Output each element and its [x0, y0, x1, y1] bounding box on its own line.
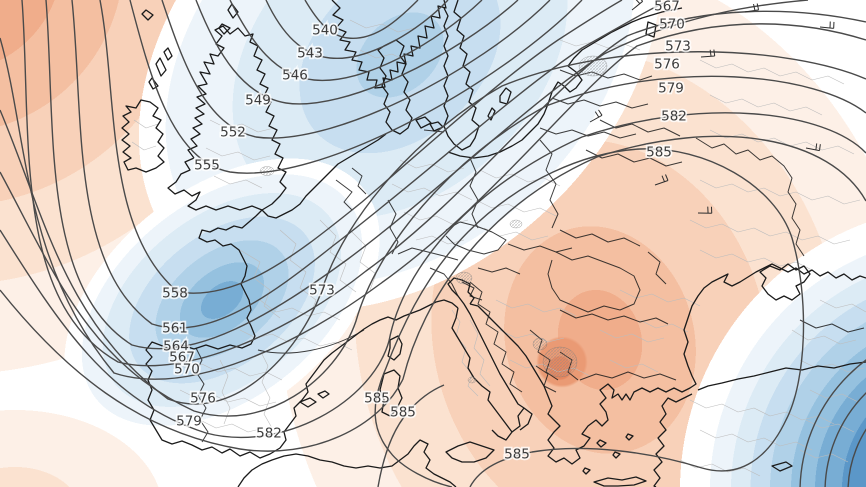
- coastline-great-britain: [167, 25, 287, 211]
- contour-label: 579: [658, 81, 684, 97]
- coastline-small-north-islands: [141, 3, 239, 90]
- coastline-italy: [447, 277, 533, 441]
- contour-label: 573: [309, 283, 335, 299]
- country-borders: [195, 69, 865, 443]
- coastline-sicily: [445, 441, 495, 463]
- contour-564: [45, 0, 809, 350]
- contour-label: 585: [390, 405, 416, 421]
- contour-label: 567: [654, 0, 680, 15]
- contour-label: 585: [364, 391, 390, 407]
- contour-label: 543: [297, 46, 323, 62]
- contour-labels: 5405435465495525555585615645675705735765…: [160, 0, 692, 464]
- contour-543: [265, 0, 449, 59]
- contour-540: [304, 0, 419, 39]
- coastline-sardinia: [379, 369, 403, 417]
- coastline-turkey: [653, 361, 866, 487]
- contour-585-ridge-east: [469, 148, 805, 487]
- contour-label: 582: [661, 109, 687, 125]
- contour-579: [0, 112, 866, 438]
- coastline-cyprus: [771, 461, 793, 472]
- contour-label: 570: [174, 362, 200, 378]
- urban-hatch-silesia: [509, 219, 523, 229]
- contour-label: 567: [169, 350, 195, 366]
- contour-label: 585: [504, 447, 530, 463]
- contour-label: 555: [194, 158, 220, 174]
- contour-label: 582: [256, 426, 282, 442]
- contour-570: [0, 23, 866, 380]
- contour-555: [129, 0, 583, 174]
- contour-567: [21, 0, 866, 367]
- contour-label: 546: [282, 68, 308, 84]
- urban-area-hatches: [259, 55, 608, 384]
- contour-label: 576: [654, 57, 680, 73]
- urban-hatch-naples: [467, 376, 477, 384]
- contour-label: 570: [659, 17, 685, 33]
- urban-hatch-skopje: [542, 346, 578, 378]
- coastline-crimea: [759, 263, 811, 301]
- contour-label: 579: [176, 414, 202, 430]
- coastline-crete-aegean: [582, 433, 647, 487]
- contour-label: 552: [220, 125, 246, 141]
- coastline-norway: [331, 0, 447, 89]
- coastline-balearics: [299, 390, 330, 408]
- coastline-continent-west: [145, 133, 459, 459]
- urban-hatch-riga: [578, 55, 608, 77]
- contour-label: 558: [162, 286, 188, 302]
- contour-label: 564: [163, 339, 189, 355]
- contour-label: 549: [245, 93, 271, 109]
- contour-label: 576: [190, 391, 216, 407]
- coastline-ireland: [121, 99, 165, 173]
- contour-576: [0, 75, 866, 417]
- coastline-sweden: [443, 0, 480, 151]
- contour-552: [161, 0, 551, 139]
- contour-549: [195, 0, 519, 105]
- coastlines: [121, 0, 866, 487]
- contour-label: 573: [665, 39, 691, 55]
- contour-label: 561: [162, 321, 188, 337]
- contour-573: [0, 51, 866, 405]
- contour-label: 585: [646, 145, 672, 161]
- coastline-adriatic-balkans: [469, 263, 866, 465]
- coastline-north-africa: [237, 439, 457, 487]
- contour-546: [229, 0, 483, 82]
- urban-hatch-balkans-small: [532, 337, 548, 351]
- contour-585-secondary: [377, 384, 445, 487]
- urban-hatch-slovenia: [455, 271, 473, 285]
- contour-561: [71, 0, 671, 329]
- contour-label: 540: [312, 23, 338, 39]
- coastline-baltic-states: [447, 7, 683, 159]
- contour-585-ridge-west: [374, 148, 641, 487]
- contour-582: [0, 135, 866, 452]
- contour-558: [99, 0, 623, 294]
